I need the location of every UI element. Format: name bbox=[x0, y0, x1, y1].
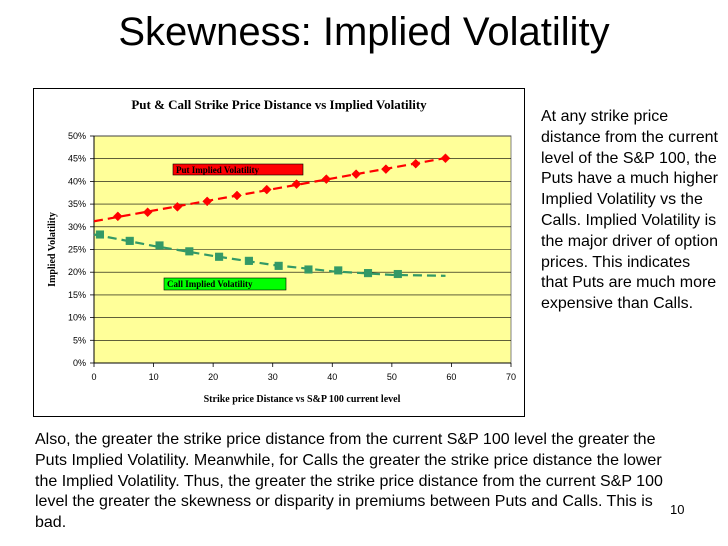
put-point bbox=[172, 201, 183, 212]
put-point bbox=[112, 211, 123, 222]
call-point bbox=[334, 266, 343, 275]
x-tick-label: 20 bbox=[208, 372, 218, 382]
x-tick-label: 60 bbox=[446, 372, 456, 382]
call-label-box bbox=[163, 277, 287, 291]
x-tick-label: 0 bbox=[91, 372, 96, 382]
put-point bbox=[381, 164, 391, 174]
side-paragraph: At any strike price distance from the cu… bbox=[541, 108, 718, 313]
x-tick-label: 10 bbox=[149, 372, 159, 382]
put-point bbox=[202, 196, 213, 207]
put-point bbox=[410, 158, 421, 169]
call-point bbox=[125, 236, 134, 245]
call-point bbox=[393, 269, 402, 279]
call-point bbox=[304, 265, 313, 274]
y-tick-label: 20% bbox=[68, 267, 86, 277]
put-label-box bbox=[172, 163, 304, 176]
call-point bbox=[155, 241, 164, 250]
line-chart: 0% 5% 10% 15% 20% 25% 30% 35% 40% 45% 50% 0 10 20 30 40… bbox=[47, 97, 516, 405]
put-point bbox=[261, 184, 272, 195]
x-tick-label: 30 bbox=[268, 372, 278, 382]
bottom-paragraph: Also, the greater the strike price dista… bbox=[35, 431, 663, 532]
call-point bbox=[95, 230, 105, 239]
y-tick-label: 30% bbox=[68, 222, 86, 232]
x-axis-label: Strike price Distance vs S&P 100 current… bbox=[204, 394, 401, 405]
y-tick-label: 25% bbox=[68, 245, 86, 255]
y-tick-label: 15% bbox=[68, 290, 86, 300]
call-point bbox=[274, 261, 283, 270]
y-tick-label: 45% bbox=[68, 154, 86, 164]
y-tick-label: 50% bbox=[68, 131, 86, 141]
call-point bbox=[363, 269, 373, 278]
page-number: 10 bbox=[670, 502, 685, 517]
y-tick-label: 40% bbox=[68, 176, 86, 186]
call-point bbox=[185, 247, 194, 256]
call-point bbox=[215, 252, 224, 261]
y-axis-label: Implied Volatility bbox=[47, 212, 58, 287]
call-point bbox=[244, 256, 253, 265]
put-label-text: Put Implied Volatility bbox=[176, 165, 260, 175]
put-point bbox=[232, 190, 242, 201]
call-trendline bbox=[93, 233, 446, 277]
x-tick-label: 50 bbox=[387, 372, 397, 382]
x-tick-label: 40 bbox=[327, 372, 337, 382]
put-point bbox=[291, 179, 302, 189]
y-tick-label: 0% bbox=[73, 358, 86, 368]
x-tick-label: 70 bbox=[506, 372, 516, 382]
put-point bbox=[142, 207, 153, 218]
put-point bbox=[321, 174, 332, 184]
put-point bbox=[351, 169, 361, 179]
call-label-text: Call Implied Volatility bbox=[167, 279, 253, 289]
y-tick-label: 35% bbox=[68, 199, 86, 209]
chart-area: 0% 5% 10% 15% 20% 25% 30% 35% 40% 45% 50% 0 10 20 30 40… bbox=[33, 88, 525, 417]
y-tick-label: 10% bbox=[68, 313, 86, 323]
chart-title: Put & Call Strike Price Distance vs Impl… bbox=[131, 97, 427, 112]
y-tick-label: 5% bbox=[73, 335, 86, 345]
slide-title: Skewness: Implied Volatility bbox=[118, 10, 610, 54]
put-point bbox=[440, 153, 451, 164]
